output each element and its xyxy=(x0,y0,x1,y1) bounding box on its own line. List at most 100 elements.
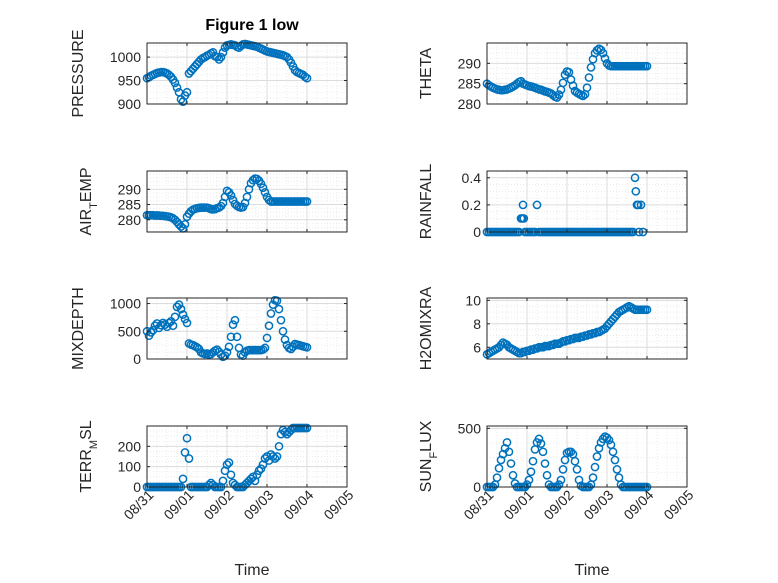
y-tick-label: 280 xyxy=(458,96,482,112)
data-point xyxy=(170,312,180,322)
y-tick-label: 290 xyxy=(118,181,142,197)
data-point xyxy=(252,470,262,480)
data-point xyxy=(570,456,580,466)
data-point xyxy=(526,467,536,477)
data-point xyxy=(598,48,608,58)
data-point xyxy=(272,452,282,461)
data-point xyxy=(180,220,190,229)
data-point xyxy=(224,458,234,467)
x-tick-label: 09/05 xyxy=(320,487,356,523)
axes-box xyxy=(486,297,688,360)
data-markers xyxy=(142,39,312,107)
axes-box xyxy=(486,42,688,105)
data-point xyxy=(216,52,226,62)
data-point xyxy=(226,332,236,342)
data-markers xyxy=(142,174,312,233)
data-point xyxy=(608,447,618,457)
data-point xyxy=(300,72,310,82)
y-axis-label: THETA xyxy=(418,48,435,100)
data-point xyxy=(528,456,538,466)
data-point xyxy=(610,455,620,465)
data-point xyxy=(260,188,270,197)
data-point xyxy=(182,87,192,97)
data-point xyxy=(519,214,529,223)
figure-title: Figure 1 low xyxy=(205,17,299,34)
data-point xyxy=(496,340,506,350)
y-tick-label: 500 xyxy=(118,323,142,339)
y-tick-label: 200 xyxy=(118,438,142,454)
data-point xyxy=(540,459,550,468)
data-point xyxy=(642,305,652,315)
grid-lines xyxy=(486,426,688,488)
x-tick-label: 09/01 xyxy=(500,487,536,523)
y-axis-label: TERRMSL xyxy=(78,420,100,492)
x-tick-label: 09/03 xyxy=(580,487,616,523)
x-tick-label: 09/03 xyxy=(240,487,276,523)
x-tick-label: 09/02 xyxy=(200,487,236,523)
x-tick-label: 09/02 xyxy=(540,487,576,523)
data-point xyxy=(542,470,552,480)
data-point xyxy=(274,441,284,451)
y-tick-label: 6 xyxy=(473,339,481,355)
data-point xyxy=(248,175,258,185)
y-tick-label: 285 xyxy=(118,197,142,213)
data-point xyxy=(631,186,641,196)
data-point xyxy=(264,195,274,205)
data-point xyxy=(168,321,178,331)
data-point xyxy=(242,192,252,202)
data-point xyxy=(522,480,532,490)
data-point xyxy=(642,61,652,71)
data-point xyxy=(272,296,282,306)
data-point xyxy=(254,466,264,476)
x-tick-label: 09/04 xyxy=(620,487,656,523)
data-point xyxy=(222,460,232,469)
data-point xyxy=(224,342,234,352)
axes-box xyxy=(146,42,348,105)
y-axis-label: RAINFALL xyxy=(418,164,435,240)
data-point xyxy=(302,423,312,433)
y-tick-label: 100 xyxy=(118,459,142,475)
data-point xyxy=(232,332,242,342)
y-axis-label: MIXDEPTH xyxy=(70,287,87,370)
data-point xyxy=(588,473,598,482)
data-point xyxy=(182,433,192,443)
data-point xyxy=(506,459,516,468)
subplot-terr: 08/31 09/01 09/02 09/03 09/04 09/050100200TER… xyxy=(78,420,357,579)
data-point xyxy=(180,448,190,457)
data-point xyxy=(534,434,544,444)
y-tick-label: 0 xyxy=(133,479,141,495)
y-tick-label: 280 xyxy=(118,212,142,228)
data-point xyxy=(554,90,564,99)
subplot-sun: 08/31 09/01 09/02 09/03 09/04 09/050500SUNFLU… xyxy=(418,420,697,579)
data-point xyxy=(226,470,236,480)
data-point xyxy=(280,335,290,344)
data-point xyxy=(566,447,576,457)
data-point xyxy=(152,319,162,328)
data-point xyxy=(558,78,568,88)
data-point xyxy=(524,475,534,485)
data-point xyxy=(586,63,596,72)
y-tick-label: 900 xyxy=(118,96,142,112)
data-point xyxy=(276,315,286,325)
axes-box xyxy=(486,170,688,233)
y-tick-label: 1000 xyxy=(110,49,141,65)
data-point xyxy=(262,333,272,343)
data-point xyxy=(182,318,192,328)
data-point xyxy=(274,304,284,314)
data-point xyxy=(572,465,582,474)
data-point xyxy=(554,480,564,490)
data-point xyxy=(226,191,236,200)
y-tick-label: 10 xyxy=(465,292,481,308)
y-tick-label: 8 xyxy=(473,316,481,332)
y-tick-label: 0 xyxy=(473,479,481,495)
data-point xyxy=(178,310,188,319)
x-tick-label: 09/04 xyxy=(280,487,316,523)
data-point xyxy=(636,200,646,210)
x-tick-label: 09/01 xyxy=(160,487,196,523)
data-point xyxy=(582,83,592,93)
data-point xyxy=(278,326,288,336)
axes-box xyxy=(146,170,348,233)
data-point xyxy=(302,73,312,83)
